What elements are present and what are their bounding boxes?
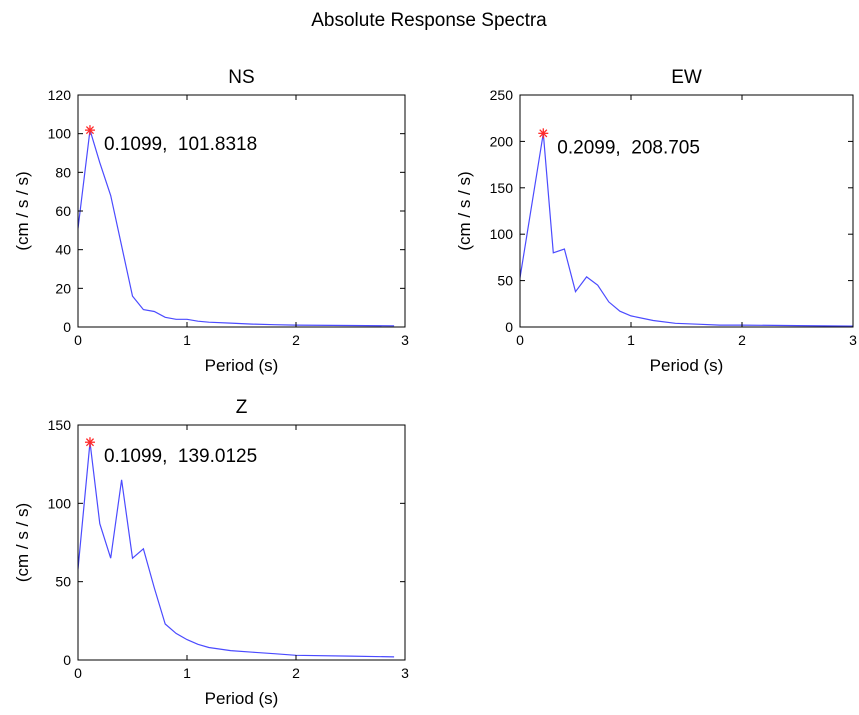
figure-title: Absolute Response Spectra bbox=[311, 10, 547, 31]
x-tick-label-ns: 3 bbox=[401, 332, 409, 348]
peak-marker-z bbox=[84, 437, 95, 448]
y-tick-label-ew: 0 bbox=[505, 319, 513, 335]
y-tick-label-z: 50 bbox=[55, 574, 71, 590]
subplot-z: Z 0 1 2 3 0 50 100 150 Period (s) (cm / s / s) 0.10… bbox=[13, 397, 409, 708]
x-tick-label-ns: 1 bbox=[183, 332, 191, 348]
y-axis-label-ew: (cm / s / s) bbox=[455, 171, 474, 250]
x-tick-label-ew: 3 bbox=[849, 332, 857, 348]
y-tick-label-ew: 250 bbox=[490, 87, 514, 103]
y-tick-label-ns: 20 bbox=[55, 280, 71, 296]
axes-box-z bbox=[77, 424, 406, 661]
y-tick-label-ew: 50 bbox=[497, 273, 513, 289]
peak-marker-stroke-ns bbox=[85, 126, 95, 135]
peak-marker-ew bbox=[538, 128, 549, 139]
peak-annotation-ew: 0.2099, 208.705 bbox=[557, 137, 700, 158]
y-axis-label-z: (cm / s / s) bbox=[13, 503, 32, 582]
y-tick-label-ns: 80 bbox=[55, 164, 71, 180]
y-tick-label-ns: 120 bbox=[48, 87, 72, 103]
axes-box-ew bbox=[519, 94, 854, 328]
y-tick-label-ew: 100 bbox=[490, 226, 514, 242]
y-tick-label-ns: 60 bbox=[55, 203, 71, 219]
x-tick-label-z: 2 bbox=[292, 665, 300, 681]
x-axis-label-ns: Period (s) bbox=[205, 356, 279, 375]
x-tick-label-z: 3 bbox=[401, 665, 409, 681]
peak-marker-stroke-z bbox=[85, 438, 95, 447]
subplot-title-z: Z bbox=[236, 397, 248, 418]
y-tick-label-ns: 40 bbox=[55, 242, 71, 258]
subplot-title-ew: EW bbox=[671, 67, 702, 88]
x-tick-label-z: 0 bbox=[74, 665, 82, 681]
series-line-ns bbox=[78, 129, 395, 327]
peak-marker-ns bbox=[84, 125, 95, 136]
x-tick-label-ew: 2 bbox=[738, 332, 746, 348]
x-tick-label-ns: 2 bbox=[292, 332, 300, 348]
x-tick-label-ns: 0 bbox=[74, 332, 82, 348]
y-tick-label-z: 0 bbox=[63, 652, 71, 668]
subplot-ew: EW 0 1 2 3 0 50 100 150 200 250 Period (s) (cm / s /… bbox=[455, 67, 857, 375]
y-tick-label-ns: 100 bbox=[48, 126, 72, 142]
series-line-z bbox=[78, 442, 395, 658]
y-tick-label-ns: 0 bbox=[63, 319, 71, 335]
y-axis-label-ns: (cm / s / s) bbox=[13, 171, 32, 250]
x-tick-label-ew: 0 bbox=[516, 332, 524, 348]
y-tick-label-z: 150 bbox=[48, 417, 72, 433]
x-axis-label-ew: Period (s) bbox=[650, 356, 724, 375]
subplot-title-ns: NS bbox=[228, 67, 254, 88]
y-tick-label-z: 100 bbox=[48, 495, 72, 511]
x-tick-label-z: 1 bbox=[183, 665, 191, 681]
subplot-ns: NS 0 1 2 3 0 20 40 60 80 100 120 Period (s) (cm / s /… bbox=[13, 67, 409, 375]
y-tick-label-ew: 150 bbox=[490, 180, 514, 196]
peak-annotation-z: 0.1099, 139.0125 bbox=[104, 446, 257, 467]
x-tick-label-ew: 1 bbox=[627, 332, 635, 348]
peak-marker-stroke-ew bbox=[539, 129, 548, 138]
x-axis-label-z: Period (s) bbox=[205, 689, 279, 708]
y-tick-label-ew: 200 bbox=[490, 133, 514, 149]
series-line-ew bbox=[520, 133, 853, 327]
axes-box-ns bbox=[77, 94, 406, 328]
peak-annotation-ns: 0.1099, 101.8318 bbox=[104, 134, 257, 155]
